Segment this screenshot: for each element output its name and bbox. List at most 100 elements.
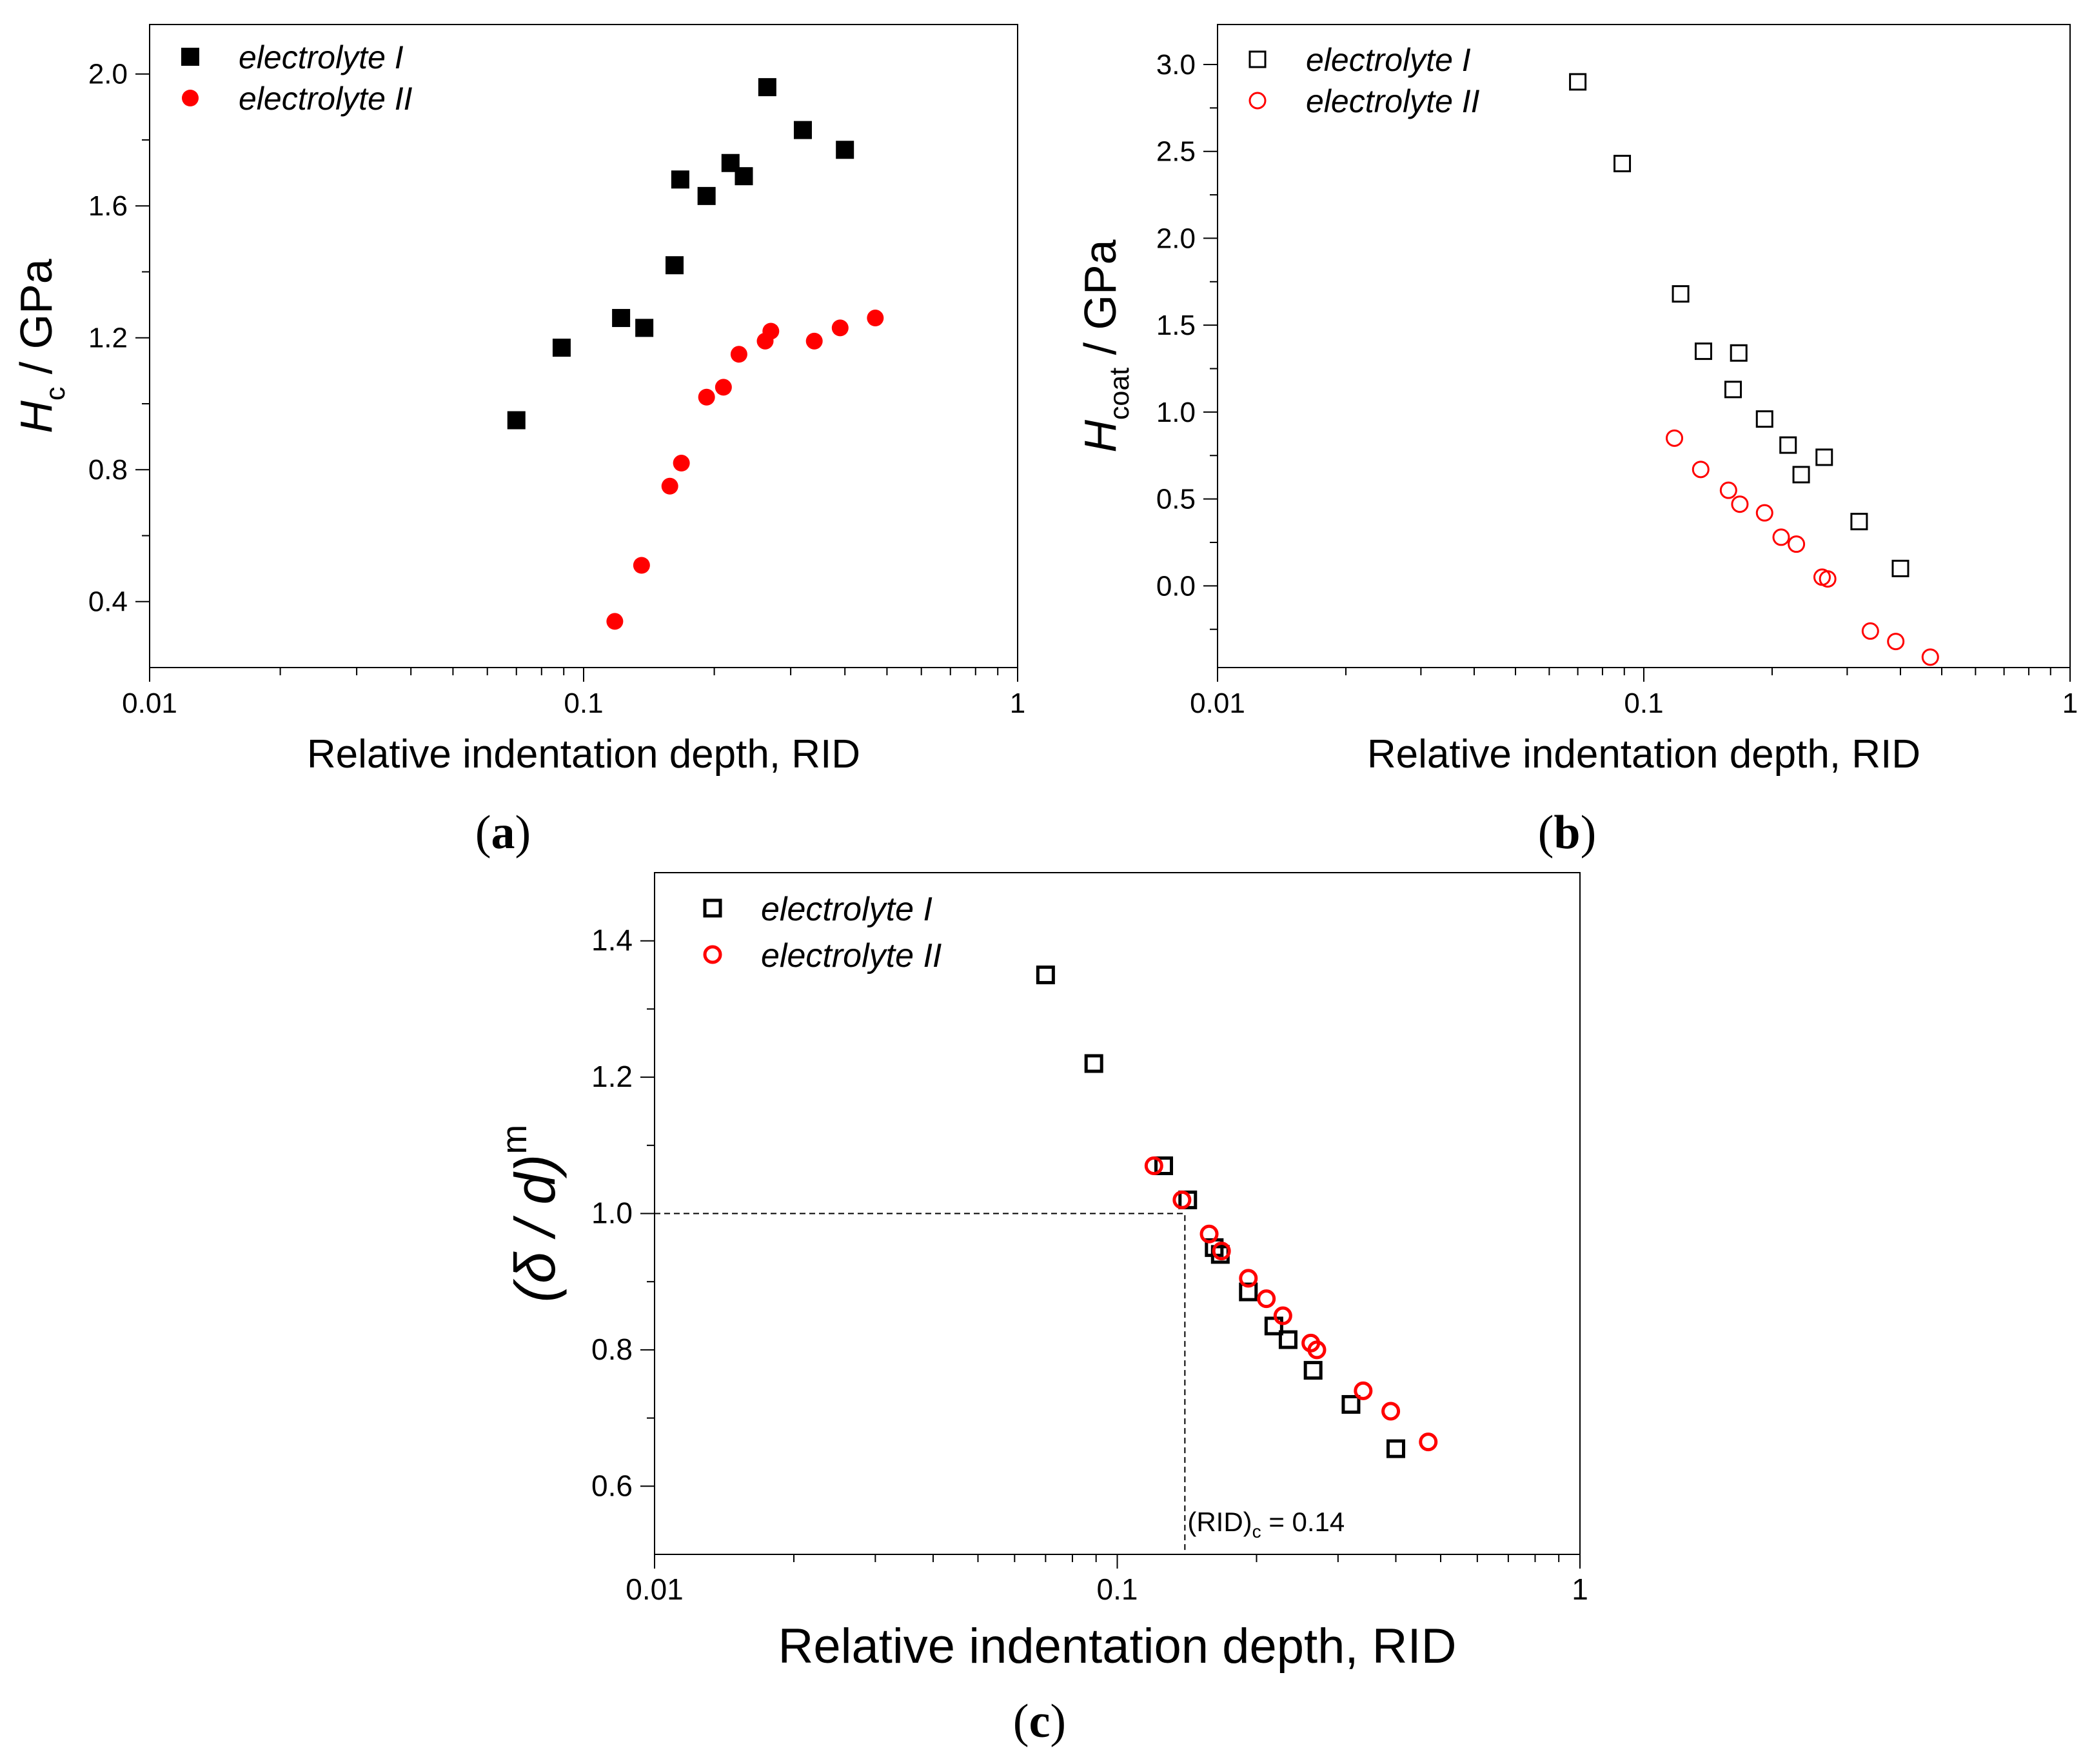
data-point xyxy=(1178,1190,1198,1209)
data-point xyxy=(1341,1394,1361,1414)
data-point xyxy=(1731,495,1749,513)
data-point xyxy=(1666,429,1684,447)
y-axis-label-sup: m xyxy=(494,1125,534,1155)
y-axis-label-unit: / GPa xyxy=(11,259,61,386)
data-point xyxy=(635,319,654,337)
series-electrolyte-2 xyxy=(606,310,884,630)
data-point xyxy=(758,78,776,97)
x-tick-label: 0.1 xyxy=(564,688,603,719)
data-point xyxy=(1381,1402,1401,1421)
legend-label: electrolyte I xyxy=(761,891,933,928)
data-point xyxy=(661,477,678,495)
data-point xyxy=(1084,1054,1103,1073)
legend: electrolyte I electrolyte II xyxy=(181,39,413,117)
data-point xyxy=(1724,381,1742,399)
legend: electrolyte I electrolyte II xyxy=(1248,42,1480,119)
critical-rid-guide xyxy=(655,1213,1186,1554)
data-point xyxy=(1239,1269,1258,1288)
chart-panel-c: 0.01 0.1 1 0.6 0.8 1.0 1.2 1.4 Relative indentat… xyxy=(494,872,1588,1748)
data-point xyxy=(671,170,689,189)
y-axis-label: Hcoat / GPa xyxy=(1075,239,1135,452)
data-point xyxy=(1273,1306,1292,1325)
panel-caption: (a) xyxy=(475,806,531,859)
legend-marker xyxy=(703,898,722,918)
data-point xyxy=(730,346,747,363)
data-point xyxy=(735,167,753,186)
data-point xyxy=(1672,285,1690,303)
y-axis-label-main: H xyxy=(1075,420,1125,453)
series-electrolyte-1 xyxy=(1569,73,1909,577)
series-electrolyte-2 xyxy=(1666,429,1939,666)
data-point xyxy=(673,455,690,472)
data-point xyxy=(633,557,650,574)
x-tick-label: 0.01 xyxy=(626,1572,684,1606)
y-tick-label: 2.0 xyxy=(88,59,128,90)
data-point xyxy=(697,186,716,205)
data-point xyxy=(612,309,631,328)
data-point xyxy=(805,332,823,350)
legend-marker xyxy=(181,48,199,66)
data-point xyxy=(1154,1156,1174,1176)
legend-label: electrolyte I xyxy=(1306,42,1471,78)
data-point xyxy=(1887,633,1905,651)
x-tick-label: 1 xyxy=(2062,688,2078,719)
data-point xyxy=(1755,410,1773,428)
data-point xyxy=(1278,1330,1298,1349)
panel-caption: (b) xyxy=(1538,806,1596,859)
y-tick-label: 1.2 xyxy=(88,322,128,354)
legend-label: electrolyte II xyxy=(761,937,942,975)
y-tick-label: 1.0 xyxy=(1156,397,1196,428)
legend-marker xyxy=(1248,92,1267,110)
y-tick-label: 1.4 xyxy=(591,924,633,957)
data-point xyxy=(1772,528,1790,546)
data-point xyxy=(1354,1381,1373,1400)
x-axis-label: Relative indentation depth, RID xyxy=(307,732,860,777)
legend-marker xyxy=(1248,50,1267,68)
data-point xyxy=(1172,1190,1192,1209)
data-point xyxy=(831,319,849,337)
data-point xyxy=(1694,342,1712,361)
y-axis-label-main: H xyxy=(11,401,61,433)
y-tick-label: 0.8 xyxy=(88,454,128,486)
x-tick-label: 0.01 xyxy=(122,688,177,719)
data-point xyxy=(1257,1289,1276,1309)
data-point xyxy=(1386,1439,1405,1458)
legend-marker xyxy=(703,945,722,964)
y-tick-label: 1.2 xyxy=(591,1060,633,1093)
y-tick-label: 0.6 xyxy=(591,1469,633,1502)
x-tick-label: 1 xyxy=(1010,688,1025,719)
data-point xyxy=(793,121,812,139)
legend-label: electrolyte II xyxy=(1306,83,1480,119)
data-point xyxy=(698,388,715,406)
data-point xyxy=(1307,1340,1327,1360)
data-point xyxy=(1692,461,1710,479)
data-point xyxy=(1419,1432,1438,1452)
data-point xyxy=(1719,481,1737,499)
data-point xyxy=(762,322,780,340)
x-tick-label: 0.01 xyxy=(1190,688,1245,719)
x-tick-label: 0.1 xyxy=(1624,688,1663,719)
plot-frame xyxy=(1217,24,2071,668)
data-point xyxy=(1792,466,1810,484)
data-point xyxy=(836,141,854,159)
y-tick-label: 1.5 xyxy=(1156,310,1196,341)
legend-label: electrolyte I xyxy=(239,39,404,75)
y-tick-label: 2.0 xyxy=(1156,223,1196,254)
data-point xyxy=(1861,622,1879,640)
data-point xyxy=(1819,570,1837,588)
critical-rid-annotation: (RID)c = 0.14 xyxy=(1187,1507,1345,1541)
y-axis-label: Hc / GPa xyxy=(11,259,71,433)
data-point xyxy=(1239,1282,1258,1302)
y-tick-label: 0.5 xyxy=(1156,484,1196,515)
data-point xyxy=(1199,1224,1219,1244)
data-point xyxy=(1891,559,1909,577)
x-axis-label: Relative indentation depth, RID xyxy=(778,1619,1457,1674)
series-electrolyte-2 xyxy=(1144,1156,1438,1452)
y-tick-label: 2.5 xyxy=(1156,136,1196,168)
y-axis-label-sub: coat xyxy=(1104,368,1135,420)
data-point xyxy=(1144,1156,1163,1176)
data-point xyxy=(1850,513,1868,531)
data-point xyxy=(1788,535,1806,553)
data-point xyxy=(1779,436,1797,454)
